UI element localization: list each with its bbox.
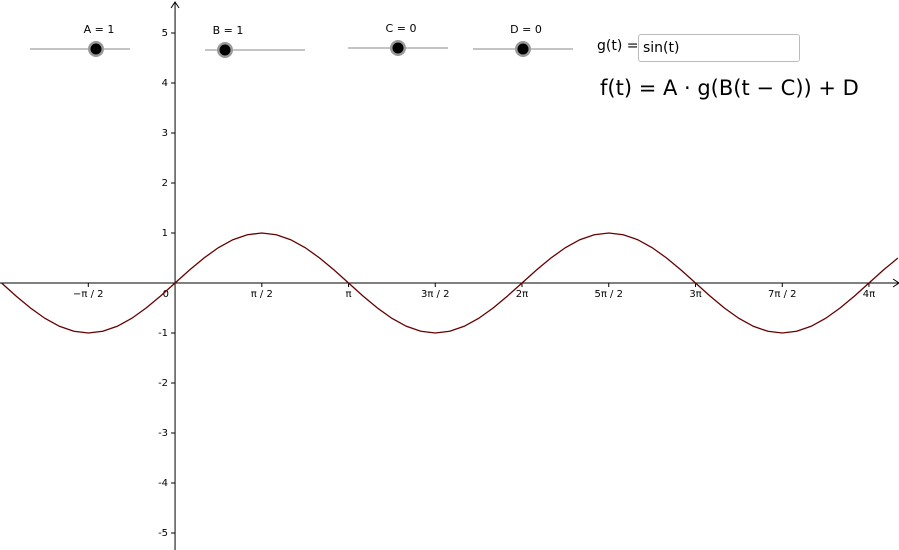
x-tick-label: 4π [863,289,875,300]
function-curve [1,232,899,334]
x-tick-label: −π / 2 [73,289,104,300]
y-tick-label: 4 [162,78,168,89]
x-tick-label: 5π / 2 [595,289,623,300]
y-tick-label: 2 [162,178,168,189]
slider-label: B = 1 [213,24,244,37]
slider-handle[interactable] [90,43,102,55]
sliders: A = 1 B = 1 C = 0 D = 0 [30,22,573,58]
x-tick-label: 7π / 2 [768,289,796,300]
y-tick-label: -2 [158,378,168,389]
y-tick-label: -3 [158,428,168,439]
x-tick-label: π [346,289,352,300]
y-tick-label: 1 [162,228,168,239]
slider-label: D = 0 [510,23,542,36]
axis-arrow [170,1,180,9]
x-tick-label: 2π [516,289,528,300]
x-tick-label: 3π [689,289,701,300]
formula: f(t) = A · g(B(t − C)) + D [600,76,859,100]
slider-label: A = 1 [84,23,115,36]
slider-handle[interactable] [392,42,404,54]
x-tick-label: 0 [163,289,169,300]
y-tick-label: -1 [158,328,168,339]
slider-handle[interactable] [219,44,231,56]
y-tick-label: -5 [158,528,168,539]
slider-label: C = 0 [386,22,417,35]
x-tick-label: π / 2 [251,289,273,300]
slider-handle[interactable] [517,43,529,55]
x-tick-label: 3π / 2 [421,289,449,300]
y-tick-label: -4 [158,478,168,489]
axis-arrow [892,278,899,288]
input-label: g(t) = [597,38,639,54]
y-tick-label: 3 [162,128,168,139]
input-box[interactable]: sin(t) [638,34,800,62]
y-tick-label: 5 [162,28,168,39]
